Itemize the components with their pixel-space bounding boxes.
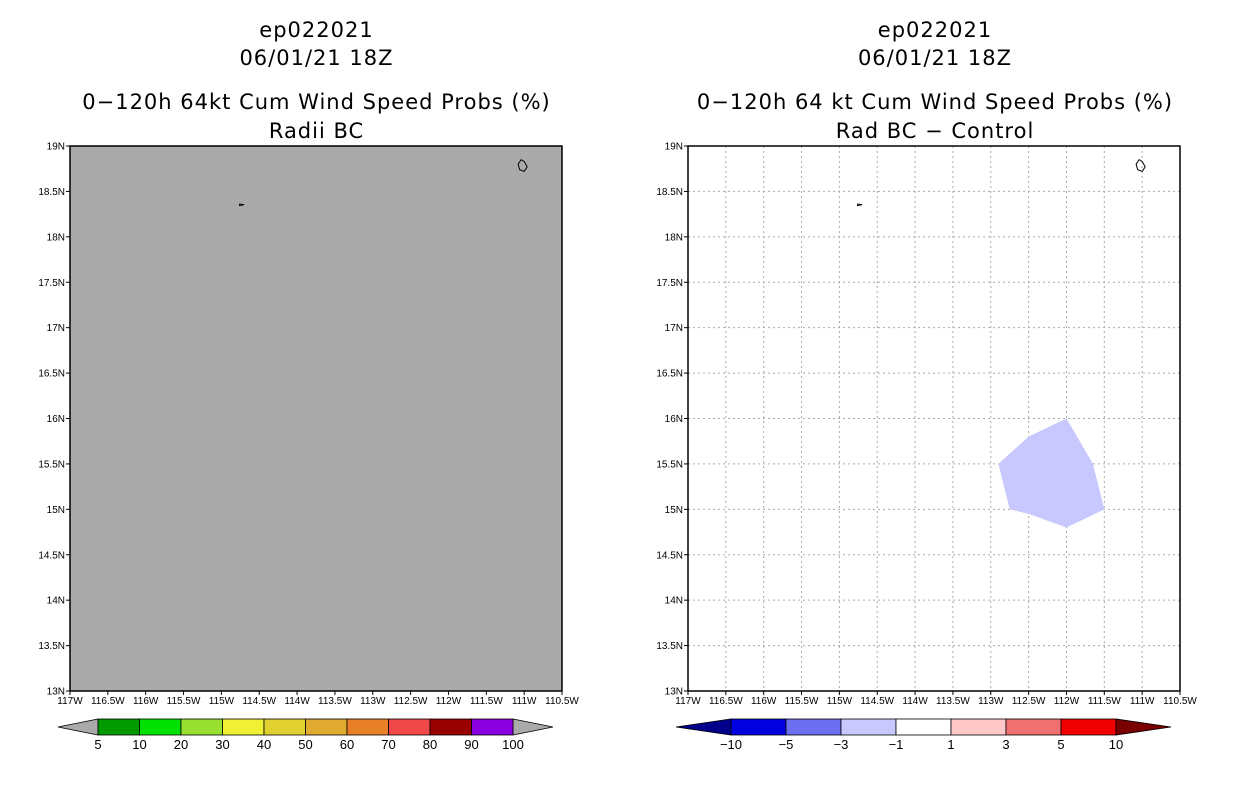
right-xtick-label: 117W bbox=[675, 696, 701, 707]
right-xtick-label: 111W bbox=[1130, 696, 1155, 707]
left-xtick-label: 112W bbox=[436, 696, 462, 707]
left-colorbar-label: 40 bbox=[257, 737, 271, 752]
right-ytick-label: 14.5N bbox=[656, 550, 683, 561]
right-ytick-label: 15N bbox=[665, 505, 683, 516]
right-colorbar-label: 1 bbox=[947, 737, 954, 752]
right-ytick-label: 15.5N bbox=[656, 459, 683, 470]
right-xtick-label: 111.5W bbox=[1088, 696, 1122, 707]
left-plot-background bbox=[70, 146, 562, 691]
right-island-large bbox=[1135, 158, 1146, 173]
right-xtick-label: 115.5W bbox=[785, 696, 819, 707]
left-xtick-label: 116.5W bbox=[91, 696, 125, 707]
right-xtick-label: 114.5W bbox=[860, 696, 894, 707]
left-ytick-label: 14.5N bbox=[38, 550, 65, 561]
right-island-small bbox=[857, 203, 863, 207]
right-ytick-label: 16N bbox=[665, 414, 683, 425]
right-colorbar-left-arrow bbox=[675, 718, 732, 736]
left-colorbar-segment bbox=[471, 718, 514, 736]
left-island-large bbox=[517, 158, 528, 173]
left-xtick-label: 113.5W bbox=[318, 696, 352, 707]
left-xtick-label: 115.5W bbox=[167, 696, 201, 707]
right-ytick-label: 16.5N bbox=[656, 369, 683, 380]
left-colorbar-label: 50 bbox=[298, 737, 312, 752]
right-colorbar-label: −3 bbox=[834, 737, 849, 752]
right-ytick-label: 19N bbox=[665, 142, 683, 153]
left-xtick-label: 111W bbox=[512, 696, 537, 707]
right-xtick-label: 114W bbox=[902, 696, 928, 707]
right-colorbar-segment bbox=[1005, 718, 1062, 736]
left-xtick-label: 117W bbox=[57, 696, 83, 707]
right-colorbar-right-arrow bbox=[1115, 718, 1172, 736]
left-xtick-label: 114.5W bbox=[242, 696, 276, 707]
right-diff-region-minus3 bbox=[998, 418, 1105, 528]
right-xtick-label: 113.5W bbox=[936, 696, 970, 707]
left-ytick-label: 17N bbox=[47, 323, 65, 334]
right-ytick-label: 14N bbox=[665, 596, 683, 607]
left-xtick-label: 111.5W bbox=[470, 696, 504, 707]
right-xtick-label: 110.5W bbox=[1163, 696, 1197, 707]
right-xtick-label: 116.5W bbox=[709, 696, 743, 707]
left-colorbar-label: 80 bbox=[423, 737, 437, 752]
right-ytick-label: 17N bbox=[665, 323, 683, 334]
left-xtick-label: 116W bbox=[133, 696, 159, 707]
right-colorbar-segment bbox=[1060, 718, 1117, 736]
right-datetime: 06/01/21 18Z bbox=[857, 46, 1013, 70]
right-xtick-label: 115W bbox=[827, 696, 853, 707]
left-ytick-label: 15N bbox=[47, 505, 65, 516]
right-colorbar-segment bbox=[785, 718, 842, 736]
right-ytick-label: 17.5N bbox=[656, 278, 683, 289]
left-xtick-label: 112.5W bbox=[394, 696, 428, 707]
left-colorbar-label: 60 bbox=[340, 737, 354, 752]
left-ytick-label: 16N bbox=[47, 414, 65, 425]
right-ytick-label: 18.5N bbox=[656, 187, 683, 198]
right-colorbar-segment bbox=[840, 718, 897, 736]
left-colorbar-label: 70 bbox=[381, 737, 395, 752]
right-colorbar-label: −10 bbox=[720, 737, 742, 752]
right-colorbar-label: 10 bbox=[1109, 737, 1123, 752]
left-ytick-label: 13.5N bbox=[38, 641, 65, 652]
left-xtick-label: 110.5W bbox=[545, 696, 579, 707]
right-chart-title: 0−120h 64 kt Cum Wind Speed Probs (%) bbox=[696, 90, 1174, 114]
left-ytick-label: 19N bbox=[47, 142, 65, 153]
left-ytick-label: 18.5N bbox=[38, 187, 65, 198]
right-colorbar-segment bbox=[895, 718, 952, 736]
right-colorbar-segment bbox=[950, 718, 1007, 736]
left-ytick-label: 18N bbox=[47, 232, 65, 243]
left-chart-subtitle: Radii BC bbox=[268, 119, 365, 143]
right-xtick-label: 112.5W bbox=[1012, 696, 1046, 707]
right-colorbar-label: −1 bbox=[889, 737, 904, 752]
left-colorbar-label: 20 bbox=[174, 737, 188, 752]
left-colorbar-label: 100 bbox=[502, 737, 524, 752]
right-colorbar-label: 5 bbox=[1057, 737, 1064, 752]
left-chart-title: 0−120h 64kt Cum Wind Speed Probs (%) bbox=[82, 90, 551, 114]
right-xtick-label: 112W bbox=[1054, 696, 1080, 707]
left-colorbar-label: 30 bbox=[215, 737, 229, 752]
left-ytick-label: 16.5N bbox=[38, 369, 65, 380]
right-storm-id: ep022021 bbox=[877, 18, 993, 42]
right-colorbar-label: −5 bbox=[779, 737, 794, 752]
left-ytick-label: 13N bbox=[47, 687, 65, 698]
right-xtick-label: 113W bbox=[978, 696, 1004, 707]
left-colorbar-label: 90 bbox=[464, 737, 478, 752]
right-ytick-label: 13.5N bbox=[656, 641, 683, 652]
left-ytick-label: 17.5N bbox=[38, 278, 65, 289]
left-datetime: 06/01/21 18Z bbox=[239, 46, 394, 70]
left-storm-id: ep022021 bbox=[259, 18, 374, 42]
right-chart-subtitle: Rad BC − Control bbox=[835, 119, 1035, 143]
left-colorbar-label: 10 bbox=[132, 737, 146, 752]
left-colorbar-label: 5 bbox=[94, 737, 101, 752]
right-ytick-label: 18N bbox=[665, 232, 683, 243]
right-xtick-label: 116W bbox=[751, 696, 777, 707]
left-ytick-label: 14N bbox=[47, 596, 65, 607]
right-colorbar-segment bbox=[730, 718, 787, 736]
left-ytick-label: 15.5N bbox=[38, 459, 65, 470]
left-xtick-label: 113W bbox=[360, 696, 386, 707]
left-xtick-label: 115W bbox=[209, 696, 235, 707]
right-ytick-label: 13N bbox=[665, 687, 683, 698]
left-xtick-label: 114W bbox=[284, 696, 310, 707]
left-island-small bbox=[239, 203, 245, 207]
right-colorbar-label: 3 bbox=[1002, 737, 1009, 752]
